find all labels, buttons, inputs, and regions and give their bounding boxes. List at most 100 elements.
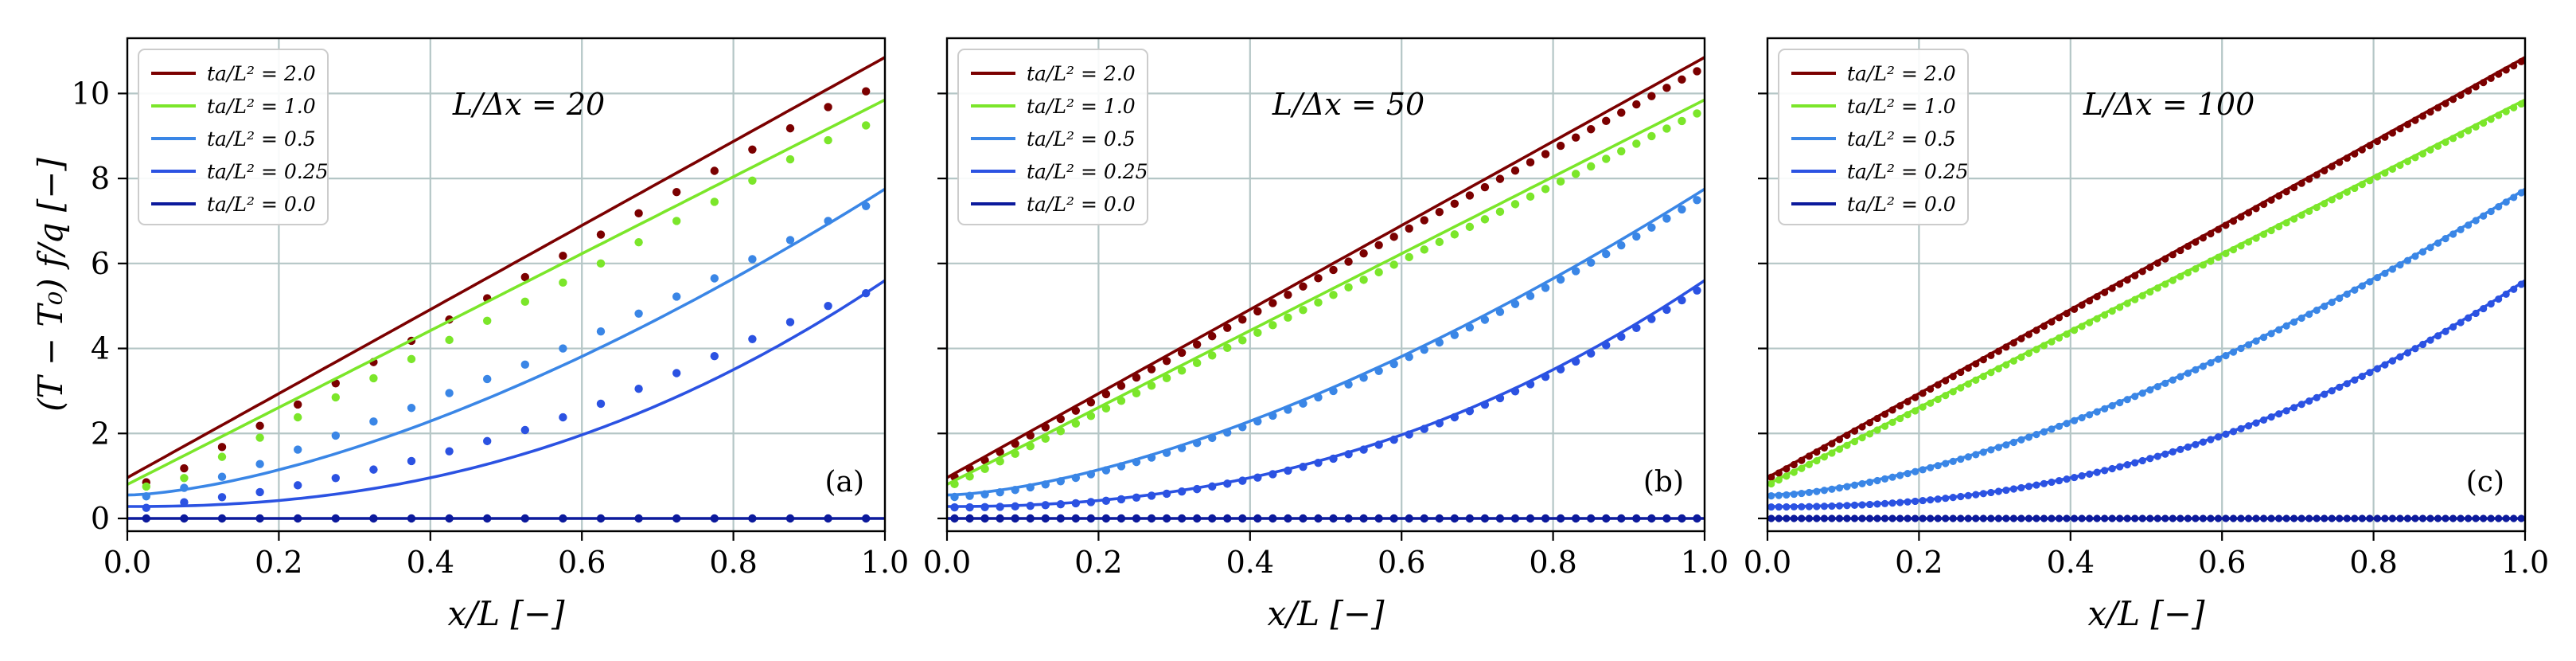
data-point	[294, 481, 302, 490]
data-point	[2487, 115, 2495, 123]
data-point	[1790, 460, 1798, 469]
data-point	[748, 176, 757, 185]
data-point	[2048, 318, 2056, 326]
data-point	[2282, 407, 2290, 415]
data-point	[2267, 330, 2275, 338]
y-tick-label: 8	[91, 161, 110, 196]
data-point	[2517, 514, 2525, 522]
data-point	[1957, 514, 1965, 522]
data-point	[1465, 191, 1475, 200]
data-point	[1269, 411, 1277, 420]
data-point	[1329, 454, 1338, 463]
data-point	[1223, 323, 1232, 332]
data-point	[1632, 100, 1641, 109]
data-point	[2078, 471, 2086, 480]
data-point	[2297, 514, 2305, 522]
data-point	[1495, 393, 1505, 403]
legend-box	[1778, 49, 1969, 225]
data-point	[1435, 338, 1444, 347]
legend-label: ta/L² = 0.0	[1847, 193, 1956, 216]
data-point	[1435, 419, 1444, 428]
data-point	[2403, 514, 2412, 522]
data-point	[2184, 443, 2192, 451]
data-point	[2252, 205, 2260, 213]
data-point	[1086, 498, 1096, 507]
data-point	[2321, 514, 2329, 522]
data-point	[2434, 332, 2442, 340]
data-point	[1843, 514, 1851, 522]
data-point	[1359, 248, 1368, 258]
panel-b: 0.0 0.2 0.4 0.6 0.8 1.0 ta/L² = 2.0 ta/L² = 1.0…	[923, 37, 1728, 633]
data-point	[1541, 373, 1550, 381]
data-point	[1405, 224, 1413, 233]
data-point	[331, 514, 340, 523]
data-point	[1790, 503, 1798, 511]
data-point	[1678, 116, 1686, 126]
data-point	[1526, 192, 1535, 201]
data-point	[2282, 322, 2290, 330]
data-point	[1587, 162, 1596, 171]
data-point	[1101, 389, 1111, 399]
data-point	[1026, 501, 1035, 510]
data-point	[2086, 470, 2094, 478]
data-point	[2252, 234, 2260, 242]
data-point	[331, 474, 340, 483]
y-tick-label: 4	[91, 331, 110, 366]
data-point	[1693, 67, 1701, 76]
data-point	[2199, 362, 2207, 370]
data-point	[1223, 514, 1232, 523]
data-point	[2244, 514, 2253, 522]
data-point	[1011, 440, 1019, 448]
data-point	[1026, 483, 1035, 492]
data-point	[559, 514, 567, 523]
data-point	[2063, 420, 2071, 428]
data-point	[2229, 245, 2238, 254]
data-point	[2138, 514, 2146, 522]
data-point	[1790, 514, 1798, 522]
data-point	[1556, 514, 1565, 523]
data-point	[1987, 514, 1995, 522]
data-point	[672, 369, 681, 377]
data-point	[1056, 427, 1066, 436]
data-point	[2495, 295, 2503, 303]
data-point	[2510, 61, 2518, 70]
data-point	[1896, 402, 1904, 410]
data-point	[1896, 471, 1904, 479]
data-point	[1858, 514, 1866, 522]
data-point	[1888, 499, 1896, 507]
data-point	[2434, 142, 2442, 151]
data-point	[217, 472, 227, 481]
data-point	[1587, 258, 1596, 268]
data-point	[2078, 301, 2086, 309]
data-point	[2457, 225, 2465, 233]
data-point	[1284, 405, 1292, 414]
data-point	[2222, 430, 2230, 438]
data-point	[1858, 434, 1866, 442]
data-point	[2510, 104, 2518, 111]
data-point	[520, 514, 529, 523]
data-point	[2373, 273, 2381, 282]
data-point	[1693, 514, 1701, 523]
data-point	[1117, 495, 1126, 504]
data-point	[1987, 351, 1995, 359]
data-point	[559, 278, 567, 287]
data-point	[1359, 276, 1368, 284]
data-point	[1435, 237, 1444, 247]
data-point	[1450, 230, 1459, 239]
data-point	[2403, 120, 2412, 128]
data-point	[1912, 393, 1919, 401]
data-point	[180, 498, 189, 507]
data-point	[2472, 514, 2480, 522]
data-point	[2373, 137, 2381, 146]
data-point	[1101, 404, 1111, 413]
data-point	[2070, 417, 2079, 424]
data-point	[1904, 397, 1912, 405]
data-point	[748, 334, 757, 344]
data-point	[2282, 188, 2290, 196]
data-point	[1865, 419, 1874, 427]
data-point	[2017, 483, 2025, 492]
data-point	[710, 514, 719, 523]
x-tick-label: 0.8	[1529, 545, 1576, 580]
data-point	[2305, 311, 2313, 319]
data-point	[2426, 336, 2434, 344]
